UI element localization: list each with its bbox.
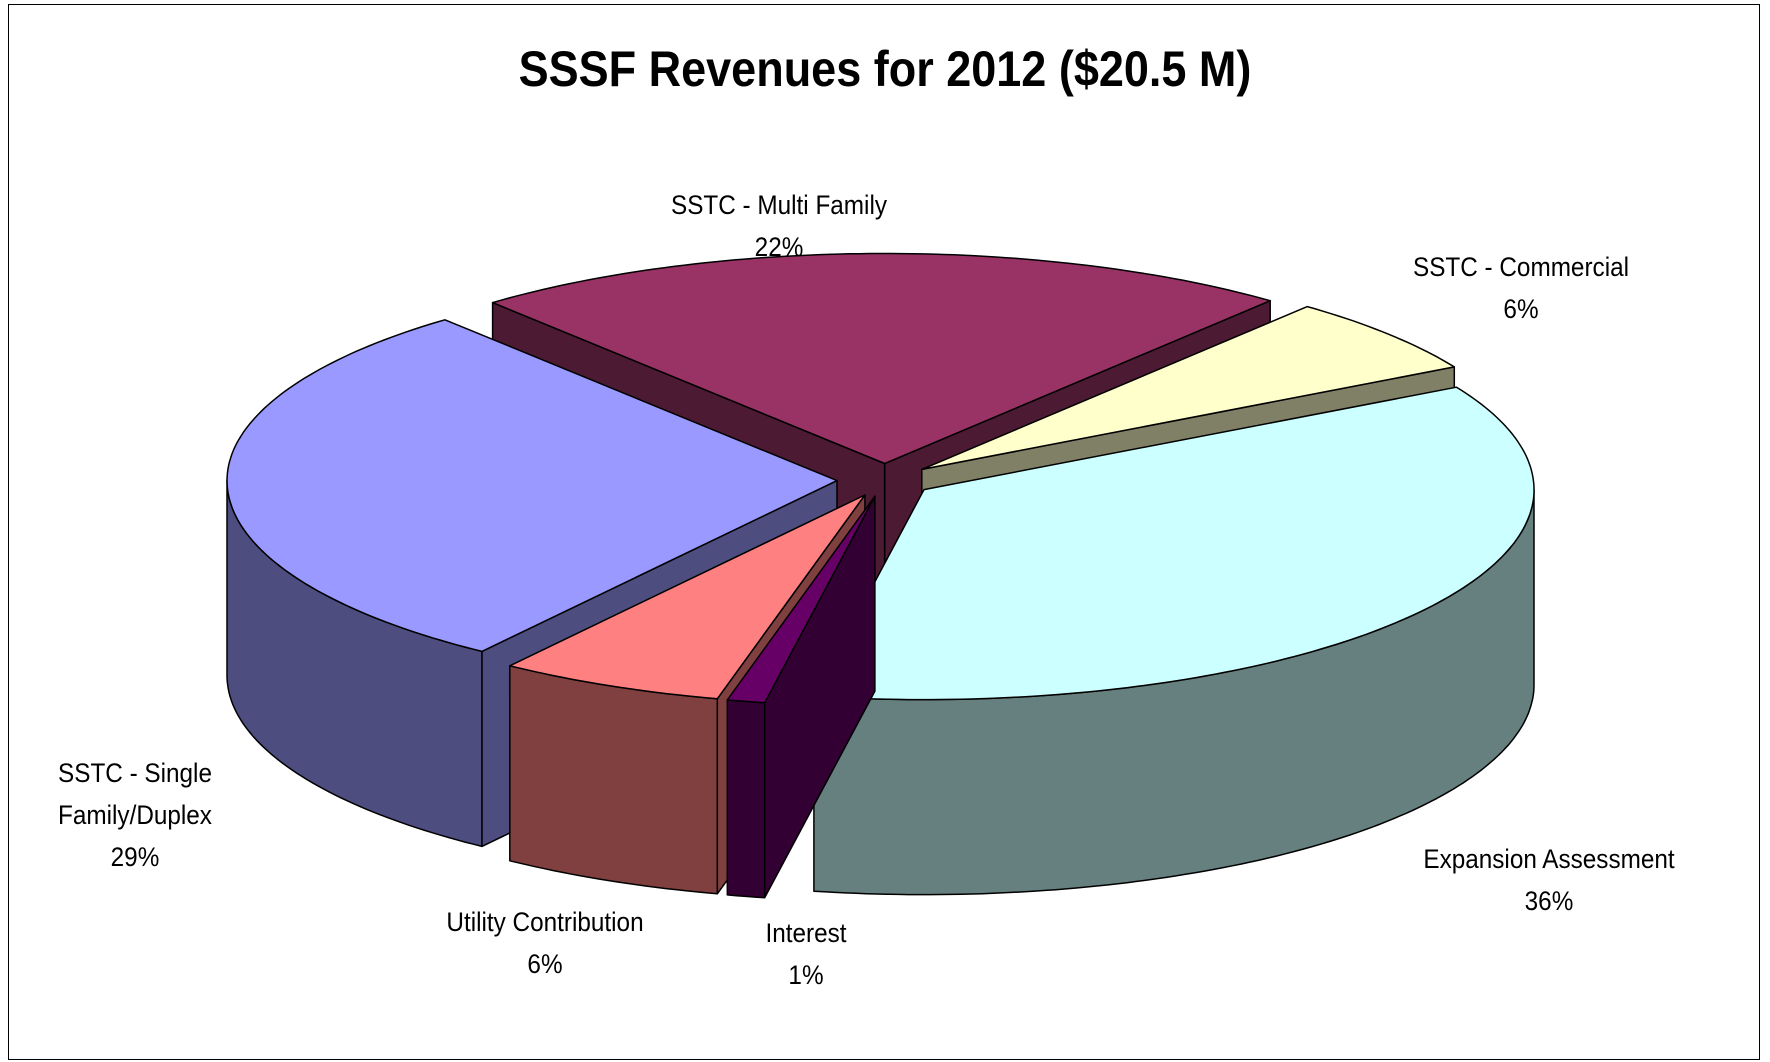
- chart-title: SSSF Revenues for 2012 ($20.5 M): [518, 41, 1252, 97]
- slice-label: SSTC - Multi Family 22%: [671, 184, 887, 268]
- slice-label: SSTC - Single Family/Duplex 29%: [45, 752, 225, 878]
- value-label: 1%: [788, 960, 824, 990]
- category-label: SSTC - Single Family/Duplex: [58, 758, 212, 830]
- category-label: Utility Contribution: [446, 907, 644, 937]
- slice: [813, 386, 1535, 896]
- slice-top: [509, 494, 866, 700]
- value-label: 22%: [754, 232, 804, 262]
- slice-top: [226, 319, 838, 653]
- slice-wall: [726, 699, 766, 899]
- slice-label: Utility Contribution 6%: [446, 901, 643, 985]
- slice: [726, 495, 876, 899]
- slice-label: SSTC - Commercial 6%: [1413, 246, 1629, 330]
- slice-top: [813, 386, 1535, 701]
- category-label: Expansion Assessment: [1423, 844, 1675, 874]
- category-label: SSTC - Commercial: [1412, 252, 1630, 282]
- value-label: 29%: [110, 842, 160, 872]
- value-label: 6%: [527, 949, 563, 979]
- slice-wall: [509, 665, 719, 895]
- category-label: Interest: [765, 918, 847, 948]
- chart-frame: [8, 4, 1760, 1060]
- slice-label: Expansion Assessment 36%: [1423, 838, 1674, 922]
- slice-top: [921, 305, 1456, 471]
- slice-top: [491, 252, 1271, 465]
- value-label: 36%: [1524, 886, 1574, 916]
- category-label: SSTC - Multi Family: [670, 190, 888, 220]
- slice-top: [726, 495, 876, 704]
- slice-label: Interest 1%: [765, 912, 846, 996]
- value-label: 6%: [1503, 294, 1539, 324]
